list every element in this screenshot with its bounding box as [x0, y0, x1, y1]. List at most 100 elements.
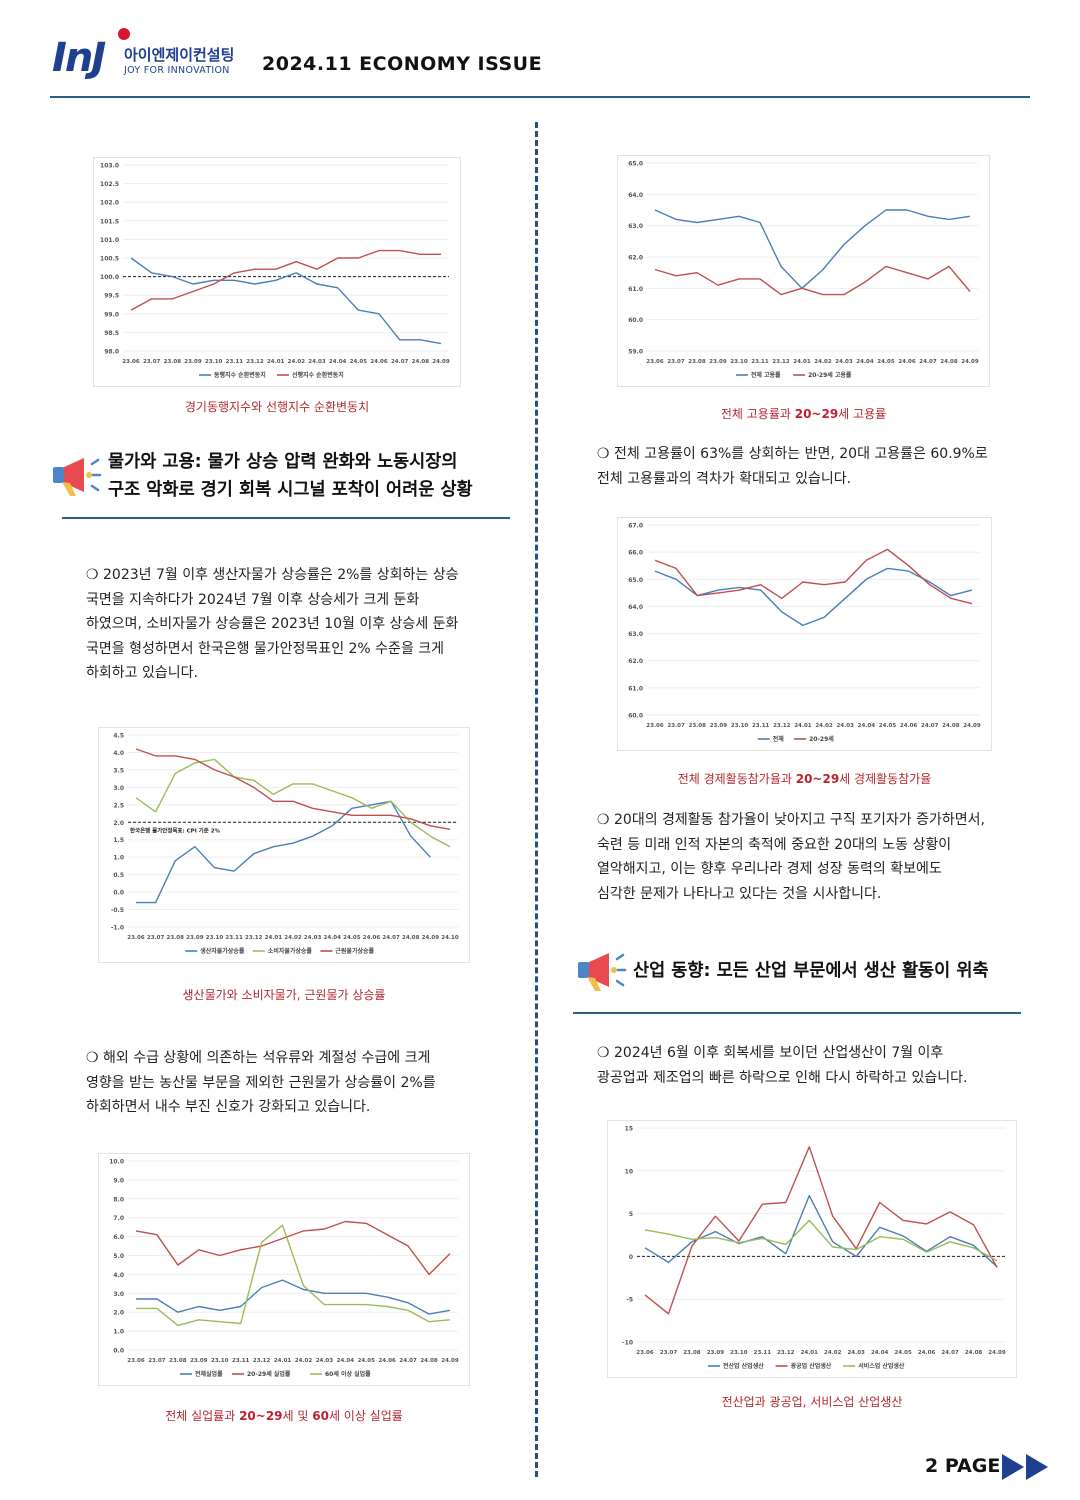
- x-tick-label: 23.12: [773, 723, 791, 729]
- caption-employment-rate: 전체 고용률과 20~29세 고용률: [720, 407, 887, 421]
- x-tick-label: 24.05: [879, 723, 897, 729]
- x-tick-label: 24.06: [363, 935, 381, 941]
- x-tick-label: 23.07: [143, 359, 161, 365]
- y-tick-label: -0.5: [111, 907, 124, 914]
- legend-label: 소비자물가상승률: [268, 947, 313, 955]
- logo-company-name: 아이엔제이컨설팅: [124, 46, 235, 64]
- legend-label: 60세 이상 실업률: [325, 1370, 371, 1378]
- x-tick-label: 24.05: [877, 359, 895, 365]
- c3-svg: 0.01.02.03.04.05.06.07.08.09.010.023.06 2…: [98, 1153, 470, 1386]
- x-tick-label: 24.05: [350, 359, 368, 365]
- y-tick-label: 65.0: [628, 577, 643, 584]
- y-tick-label: 65.0: [628, 161, 643, 168]
- legend-label: 20-29세 실업률: [247, 1370, 291, 1378]
- x-tick-label: 23.11: [225, 935, 243, 941]
- series-line: [654, 567, 973, 627]
- x-tick-label: 24.04: [871, 1350, 889, 1356]
- x-tick-label: 24.07: [921, 723, 939, 729]
- x-tick-label: 24.03: [847, 1350, 865, 1356]
- y-tick-label: 2.0: [113, 1310, 124, 1317]
- x-tick-label: 24.06: [898, 359, 916, 365]
- legend-label: 전체실업률: [195, 1370, 223, 1378]
- x-tick-label: 23.10: [730, 359, 748, 365]
- x-tick-label: 24.02: [824, 1350, 842, 1356]
- series-line: [644, 1219, 998, 1262]
- section-title-prices-employment: 물가와 고용: 물가 상승 압력 완화와 노동시장의 구조 악화로 경기 회복 …: [108, 452, 473, 500]
- legend-label: 광공업 산업생산: [791, 1362, 832, 1370]
- x-tick-label: 24.03: [836, 723, 854, 729]
- x-tick-label: 24.06: [900, 723, 918, 729]
- series-line: [135, 748, 451, 830]
- caption-industrial-production: 전산업과 광공업, 서비스업 산업생산: [721, 1395, 903, 1409]
- x-tick-label: 23.12: [246, 359, 264, 365]
- y-tick-label: 0.0: [113, 890, 124, 897]
- y-tick-label: 5.0: [113, 1253, 124, 1260]
- x-tick-label: 24.02: [284, 935, 302, 941]
- c2-svg: -1.0 -0.5 0.0 0.5 1.0 1.5 2.0 2.5 3.0 3.5 4.0 4.5 23…: [98, 727, 470, 963]
- y-tick-label: 7.0: [113, 1215, 124, 1222]
- y-tick-label: 1.0: [113, 1329, 124, 1336]
- y-tick-label: 4.0: [113, 750, 124, 757]
- x-tick-label: 23.12: [253, 1358, 271, 1364]
- x-tick-label: 24.07: [391, 359, 409, 365]
- y-tick-label: -1.0: [111, 925, 124, 932]
- x-tick-label: 24.01: [793, 359, 811, 365]
- x-tick-label: 24.09: [432, 359, 450, 365]
- y-tick-label: 99.0: [104, 311, 119, 318]
- caption-participation-rate: 전체 경제활동참가율과 20~29세 경제활동참가율: [677, 772, 932, 786]
- x-tick-label: 23.06: [127, 935, 145, 941]
- x-tick-label: 23.06: [646, 359, 664, 365]
- x-tick-label: 23.08: [688, 359, 706, 365]
- x-tick-label: 23.10: [205, 359, 223, 365]
- caption-composite-index: 경기동행지수와 선행지수 순환변동치: [184, 400, 370, 414]
- x-tick-label: 23.07: [147, 935, 165, 941]
- y-tick-label: 63.0: [628, 631, 643, 638]
- series-line: [130, 257, 442, 345]
- x-tick-label: 24.04: [329, 359, 347, 365]
- c6-svg: -10 -5 0 5 10 15 23.06 23.07 23.08 23.09 23.10 23.1…: [607, 1120, 1017, 1378]
- megaphone-icon: [53, 458, 102, 496]
- chart-industrial-production: -10 -5 0 5 10 15 23.06 23.07 23.08 23.09 23.10 23.1…: [607, 1120, 1017, 1378]
- y-tick-label: 10.0: [109, 1159, 124, 1166]
- chart-participation-rate: 60.0 61.0 62.0 63.0 64.0 65.0 66.0 67.0 23.06 23.…: [617, 517, 992, 751]
- series-line: [130, 249, 441, 311]
- y-tick-label: 98.0: [104, 349, 119, 356]
- x-tick-label: 24.07: [941, 1350, 959, 1356]
- caption-unemployment: 전체 실업률과 20~29세 및 60세 이상 실업률: [165, 1409, 403, 1423]
- series-line: [135, 1220, 451, 1276]
- x-tick-label: 24.07: [919, 359, 937, 365]
- y-tick-label: 60.0: [628, 713, 643, 720]
- series-line: [644, 1146, 998, 1315]
- y-tick-label: 64.0: [628, 192, 643, 199]
- x-tick-label: 24.02: [814, 359, 832, 365]
- legend-label: 전체 고용률: [751, 371, 781, 379]
- x-tick-label: 23.09: [707, 1350, 725, 1356]
- y-tick-label: 100.0: [100, 274, 119, 281]
- x-tick-label: 24.02: [288, 359, 306, 365]
- x-tick-label: 23.12: [777, 1350, 795, 1356]
- series-line: [136, 800, 431, 904]
- y-tick-label: 101.5: [100, 218, 119, 225]
- x-tick-label: 24.08: [942, 723, 960, 729]
- x-tick-label: 23.09: [709, 359, 727, 365]
- legend-label: 서비스업 산업생산: [858, 1362, 905, 1370]
- x-tick-label: 24.01: [801, 1350, 819, 1356]
- x-tick-label: 24.02: [815, 723, 833, 729]
- x-tick-label: 24.04: [858, 723, 876, 729]
- series-line: [135, 758, 451, 848]
- paragraph-employment-gap: ❍ 전체 고용률이 63%를 상회하는 반면, 20대 고용률은 60.9%로 …: [597, 446, 988, 487]
- legend-label: 선행지수 순환변동치: [292, 371, 344, 379]
- y-tick-label: 4.5: [113, 733, 124, 740]
- series-line: [654, 209, 971, 289]
- x-tick-label: 24.08: [420, 1358, 438, 1364]
- x-tick-label: 23.11: [754, 1350, 772, 1356]
- x-tick-label: 24.09: [988, 1350, 1006, 1356]
- y-tick-label: 60.0: [628, 317, 643, 324]
- y-tick-label: 102.5: [100, 181, 119, 188]
- x-tick-label: 23.11: [232, 1358, 250, 1364]
- x-tick-label: 23.09: [184, 359, 202, 365]
- x-tick-label: 24.05: [358, 1358, 376, 1364]
- y-tick-label: 63.0: [628, 223, 643, 230]
- x-tick-label: 23.11: [752, 723, 770, 729]
- series-line: [644, 1194, 998, 1268]
